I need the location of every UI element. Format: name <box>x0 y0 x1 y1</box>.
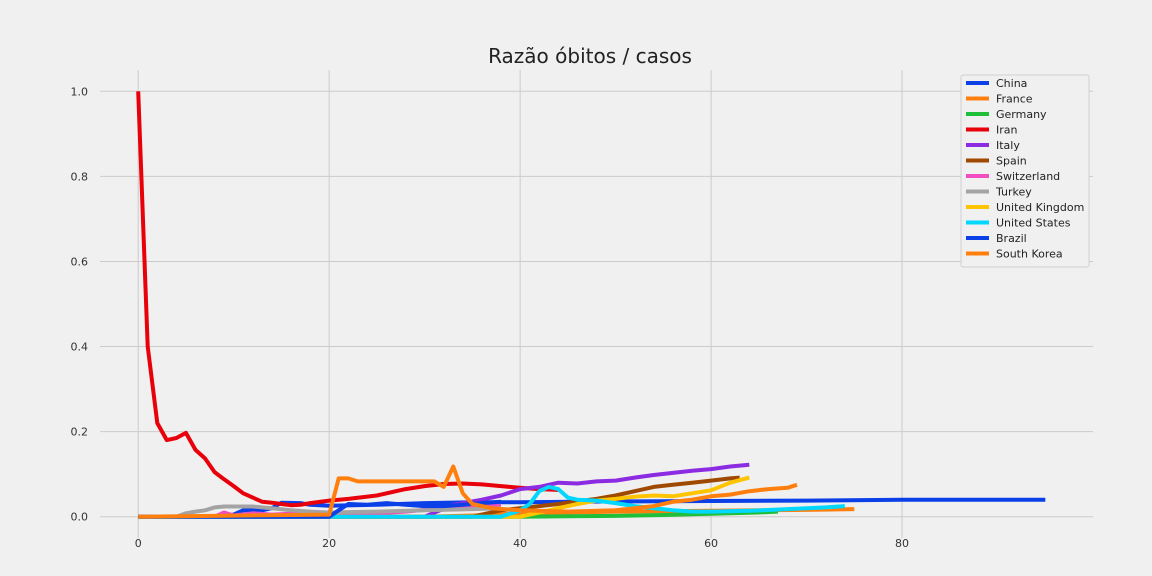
legend-label-italy: Italy <box>996 139 1020 152</box>
y-tick-label: 0.4 <box>71 341 89 354</box>
legend-label-turkey: Turkey <box>995 186 1032 199</box>
y-tick-label: 1.0 <box>71 85 89 98</box>
y-tick-label: 0.8 <box>71 170 89 183</box>
legend-label-united-kingdom: United Kingdom <box>996 201 1084 214</box>
legend-label-south-korea: South Korea <box>996 248 1063 261</box>
legend-label-china: China <box>996 77 1027 90</box>
x-tick-label: 60 <box>704 537 718 550</box>
series-line-south-korea <box>138 464 798 519</box>
series-line-united-states <box>138 484 845 519</box>
legend-label-brazil: Brazil <box>996 232 1027 245</box>
y-tick-label: 0.2 <box>71 426 89 439</box>
chart-title: Razão óbitos / casos <box>488 44 692 68</box>
series-line-italy <box>138 462 750 519</box>
legend: China France Germany Iran Italy Spain Switzerl… <box>960 74 1090 268</box>
legend-label-france: France <box>996 93 1033 106</box>
y-tick-label: 0.6 <box>71 255 89 268</box>
legend-box <box>960 74 1090 268</box>
plot-area <box>100 70 1093 538</box>
series-line-china <box>138 497 1046 519</box>
legend-label-iran: Iran <box>996 124 1018 137</box>
legend-label-spain: Spain <box>996 155 1027 168</box>
series-line-iran <box>136 91 559 508</box>
series-line-turkey <box>138 504 502 519</box>
x-tick-label: 80 <box>895 537 909 550</box>
legend-label-united-states: United States <box>996 217 1071 230</box>
y-tick-label: 0.0 <box>71 511 89 524</box>
axis-ticks: 0 20 40 60 80 0.0 0.2 0.4 0.6 0.8 1.0 <box>71 85 910 550</box>
x-tick-label: 20 <box>322 537 336 550</box>
series-lines <box>136 91 1046 519</box>
x-tick-label: 40 <box>513 537 527 550</box>
legend-label-germany: Germany <box>996 108 1047 121</box>
series-line-brazil <box>138 499 502 519</box>
x-tick-label: 0 <box>135 537 142 550</box>
legend-label-switzerland: Switzerland <box>996 170 1060 183</box>
